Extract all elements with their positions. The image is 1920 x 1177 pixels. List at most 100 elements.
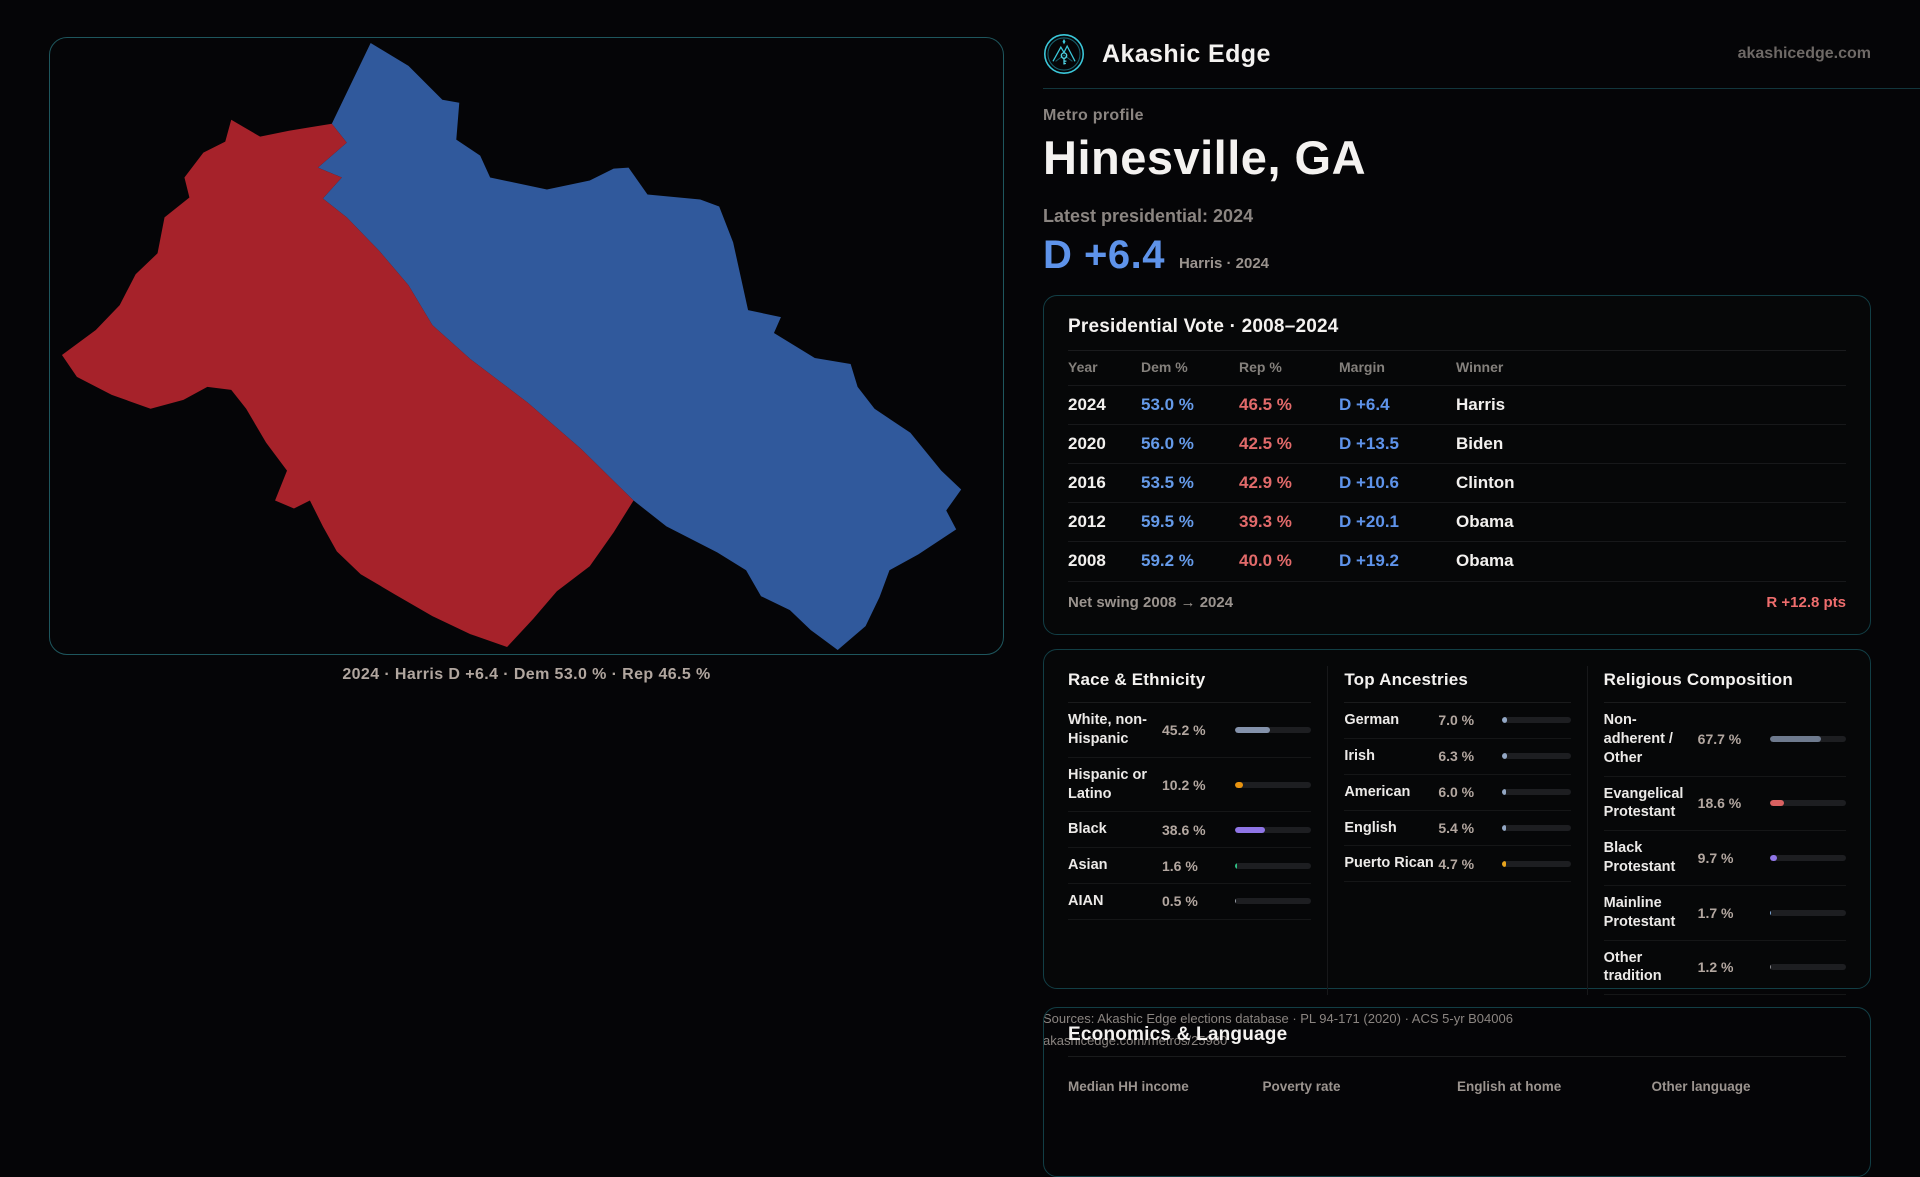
stat-bar [1770,964,1846,970]
header-divider [1043,88,1920,89]
presidential-vote-card: Presidential Vote · 2008–2024 Year Dem %… [1043,295,1871,635]
col-year: Year [1068,359,1141,375]
margin-cell: D +19.2 [1339,551,1456,571]
stat-label: Asian [1068,856,1162,875]
year-cell: 2016 [1068,473,1141,493]
list-item: Puerto Rican 4.7 % [1344,846,1570,882]
stat-value: 67.7 % [1698,731,1762,747]
list-item: Irish 6.3 % [1344,739,1570,775]
stat-value: 1.6 % [1162,858,1226,874]
demographics-card: Race & Ethnicity White, non-Hispanic 45.… [1043,649,1871,989]
stat-value: 7.0 % [1438,712,1502,728]
stat-label: Irish [1344,747,1438,766]
stat-value: 6.0 % [1438,784,1502,800]
list-item: German 7.0 % [1344,703,1570,739]
col-margin: Margin [1339,359,1456,375]
bar-fill [1502,753,1506,759]
list-item: English 5.4 % [1344,811,1570,847]
stat-bar [1502,789,1570,795]
stat-label: German [1344,711,1438,730]
stat-bar [1770,736,1846,742]
stat-label: Other tradition [1604,949,1698,987]
ancestries-section-title: Top Ancestries [1344,666,1570,703]
winner-cell: Biden [1456,434,1846,454]
metro-map-panel [49,37,1004,655]
year-cell: 2008 [1068,551,1141,571]
rep-cell: 39.3 % [1239,512,1339,532]
vote-table-header: Year Dem % Rep % Margin Winner [1068,350,1846,385]
stat-label: Evangelical Protestant [1604,785,1698,823]
list-item: Mainline Protestant 1.7 % [1604,886,1846,941]
bar-fill [1770,855,1777,861]
stat-bar [1235,782,1311,788]
stat-bar [1770,910,1846,916]
list-item: American 6.0 % [1344,775,1570,811]
brand-name: Akashic Edge [1102,40,1271,69]
religion-section-title: Religious Composition [1604,666,1846,703]
stat-bar [1502,717,1570,723]
stat-label: Hispanic or Latino [1068,766,1162,804]
dem-cell: 59.2 % [1141,551,1239,571]
col-dem: Dem % [1141,359,1239,375]
stat-bar [1770,800,1846,806]
rep-cell: 40.0 % [1239,551,1339,571]
list-item: Other tradition 1.2 % [1604,941,1846,996]
margin-cell: D +6.4 [1339,395,1456,415]
margin-cell: D +20.1 [1339,512,1456,532]
margin-cell: D +13.5 [1339,434,1456,454]
winner-cell: Harris [1456,395,1846,415]
bar-fill [1235,863,1236,869]
race-section-title: Race & Ethnicity [1068,666,1311,703]
stat-bar [1502,861,1570,867]
profile-kicker: Metro profile [1043,107,1144,125]
table-row: 2012 59.5 % 39.3 % D +20.1 Obama [1068,502,1846,541]
bar-fill [1770,964,1771,970]
stat-label: White, non-Hispanic [1068,711,1162,749]
stat-value: 0.5 % [1162,893,1226,909]
list-item: Non-adherent / Other 67.7 % [1604,703,1846,777]
stat-value: 6.3 % [1438,748,1502,764]
map-caption: 2024 · Harris D +6.4 · Dem 53.0 % · Rep … [49,666,1004,684]
col-other-language: Other language [1652,1079,1847,1094]
brand-domain-link[interactable]: akashicedge.com [1738,45,1871,63]
winner-cell: Obama [1456,512,1846,532]
stat-label: Black [1068,820,1162,839]
bar-fill [1235,827,1264,833]
stat-label: Puerto Rican [1344,854,1438,873]
winner-cell: Obama [1456,551,1846,571]
stat-value: 1.2 % [1698,959,1762,975]
stat-label: Non-adherent / Other [1604,711,1698,768]
religious-composition-section: Religious Composition Non-adherent / Oth… [1587,666,1846,995]
col-median-income: Median HH income [1068,1079,1263,1094]
site-header: Akashic Edge akashicedge.com [1043,32,1871,76]
list-item: Asian 1.6 % [1068,848,1311,884]
stat-label: Black Protestant [1604,839,1698,877]
dem-cell: 53.5 % [1141,473,1239,493]
top-ancestries-section: Top Ancestries German 7.0 % Irish 6.3 % … [1327,666,1586,995]
list-item: AIAN 0.5 % [1068,884,1311,920]
dem-cell: 53.0 % [1141,395,1239,415]
bar-fill [1502,789,1506,795]
bar-fill [1502,825,1506,831]
bar-fill [1502,861,1505,867]
akashic-edge-logo-icon [1043,33,1085,75]
stat-label: English [1344,819,1438,838]
headline-margin-note: Harris · 2024 [1179,255,1269,272]
year-cell: 2012 [1068,512,1141,532]
stat-bar [1502,753,1570,759]
year-cell: 2020 [1068,434,1141,454]
bar-fill [1235,782,1243,788]
headline-margin-value: D +6.4 [1043,233,1165,278]
stat-bar [1235,863,1311,869]
list-item: Hispanic or Latino 10.2 % [1068,758,1311,813]
winner-cell: Clinton [1456,473,1846,493]
list-item: Evangelical Protestant 18.6 % [1604,777,1846,832]
rep-cell: 42.5 % [1239,434,1339,454]
stat-bar [1502,825,1570,831]
stat-value: 1.7 % [1698,905,1762,921]
list-item: Black 38.6 % [1068,812,1311,848]
bar-fill [1770,800,1784,806]
stat-bar [1235,727,1311,733]
bar-fill [1770,736,1821,742]
dem-cell: 56.0 % [1141,434,1239,454]
